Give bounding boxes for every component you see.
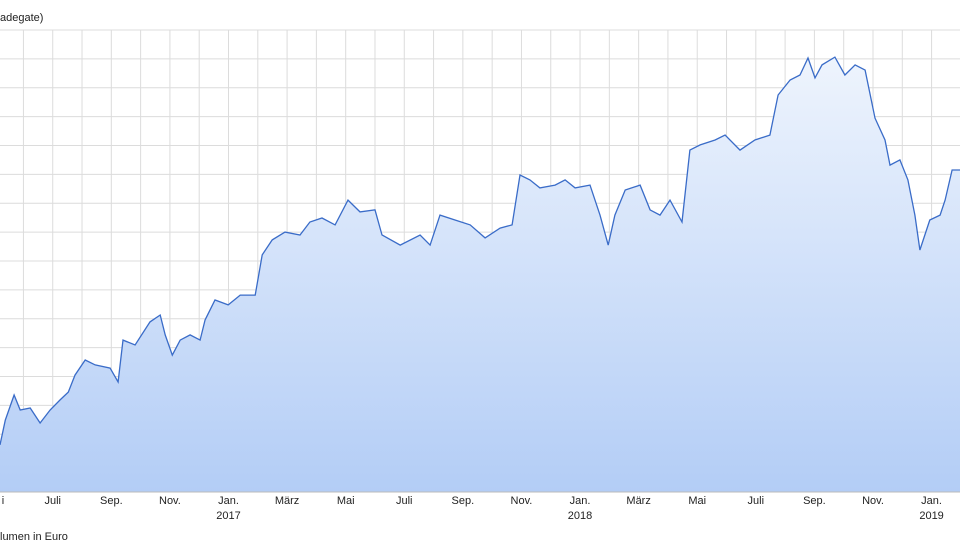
x-tick-label: Nov. <box>862 495 884 507</box>
x-year-label: 2017 <box>216 510 240 522</box>
x-tick-label: Mai <box>688 495 706 507</box>
x-tick-label: Jan. <box>218 495 239 507</box>
x-tick-label: i <box>2 495 4 507</box>
x-tick-label: Sep. <box>803 495 826 507</box>
chart-title: adegate) <box>0 12 43 24</box>
x-tick-label: Jan. <box>921 495 942 507</box>
x-year-label: 2019 <box>919 510 943 522</box>
area-fill <box>0 57 960 492</box>
x-tick-label: Juli <box>748 495 765 507</box>
x-year-label: 2018 <box>568 510 592 522</box>
x-tick-label: Juli <box>44 495 61 507</box>
x-tick-label: Mai <box>337 495 355 507</box>
x-tick-label: Nov. <box>511 495 533 507</box>
x-tick-label: Sep. <box>452 495 475 507</box>
x-tick-label: März <box>626 495 650 507</box>
price-line <box>0 56 960 446</box>
footer-label: lumen in Euro <box>0 531 68 542</box>
x-tick-label: Sep. <box>100 495 123 507</box>
x-tick-label: Juli <box>396 495 413 507</box>
x-tick-label: Nov. <box>159 495 181 507</box>
x-tick-label: März <box>275 495 299 507</box>
x-tick-label: Jan. <box>570 495 591 507</box>
